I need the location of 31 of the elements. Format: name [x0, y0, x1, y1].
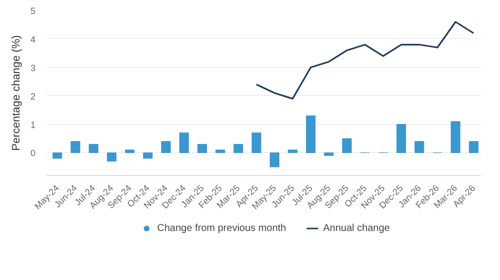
- bar: [52, 152, 62, 159]
- bar: [161, 141, 171, 153]
- bar: [106, 152, 116, 162]
- legend-label: Change from previous month: [157, 222, 286, 234]
- bar: [197, 144, 207, 153]
- y-tick-label: 4: [30, 34, 36, 44]
- bar: [324, 152, 334, 156]
- bar: [252, 132, 262, 153]
- y-tick-label: 3: [30, 62, 36, 73]
- bar: [143, 152, 153, 159]
- bar: [306, 116, 316, 153]
- bar: [215, 150, 226, 153]
- line-series: [256, 21, 474, 100]
- y-tick-label: 2: [30, 91, 36, 102]
- bar: [288, 150, 298, 153]
- bar: [234, 144, 244, 153]
- bar: [270, 152, 280, 168]
- bar: [450, 121, 460, 153]
- y-axis-title: Percentage change (%): [10, 35, 22, 151]
- bar: [179, 132, 189, 153]
- bar: [414, 141, 424, 153]
- bar: [70, 141, 80, 153]
- y-tick-label: 0: [30, 148, 36, 158]
- bar: [124, 150, 135, 153]
- legend-label: Annual change: [323, 222, 390, 234]
- bar: [396, 124, 406, 153]
- bar: [88, 144, 98, 153]
- y-tick-label: 5: [30, 6, 36, 16]
- bar: [468, 141, 478, 153]
- bar: [342, 138, 352, 153]
- y-tick-label: 1: [30, 120, 36, 130]
